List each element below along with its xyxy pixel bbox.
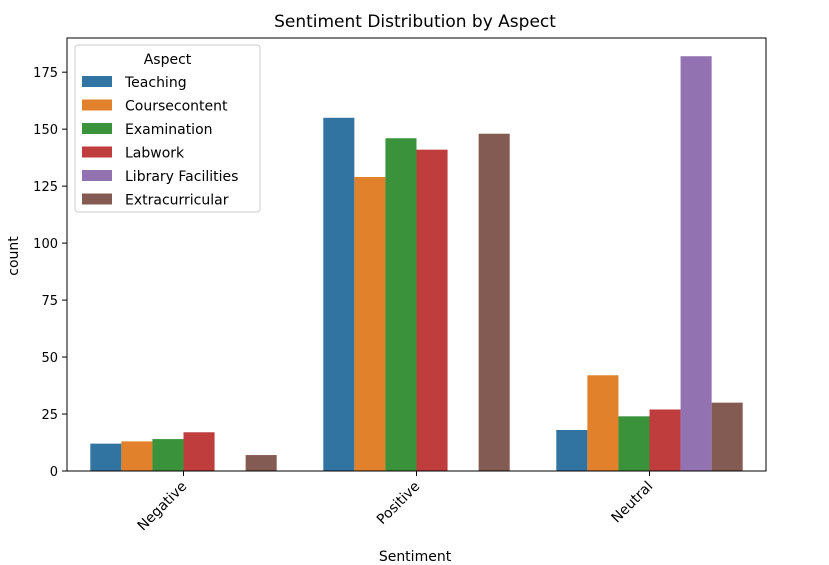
bar-negative-examination <box>152 439 184 471</box>
y-tick-label: 125 <box>33 180 58 195</box>
bar-negative-coursecontent <box>121 441 153 471</box>
chart-title: Sentiment Distribution by Aspect <box>274 12 556 32</box>
legend-box <box>74 44 261 213</box>
legend-swatch-teaching <box>82 76 112 87</box>
legend-title: Aspect <box>144 52 192 68</box>
bar-positive-teaching <box>323 117 355 471</box>
legend-swatch-extracurricular <box>82 193 112 205</box>
y-tick-label: 100 <box>33 237 58 252</box>
bar-positive-labwork <box>416 149 448 472</box>
bar-positive-examination <box>385 138 417 471</box>
bar-negative-labwork <box>183 432 215 471</box>
legend: Aspect Teaching Coursecontent Examination La… <box>74 44 261 213</box>
legend-label-library-facilities: Library Facilities <box>125 169 238 185</box>
y-tick-label: 150 <box>33 123 58 138</box>
bar-neutral-library-facilities <box>680 56 712 471</box>
legend-swatch-examination <box>82 123 112 134</box>
legend-label-coursecontent: Coursecontent <box>125 99 228 115</box>
bar-neutral-extracurricular <box>711 402 743 471</box>
y-tick-label: 25 <box>41 408 58 423</box>
legend-label-labwork: Labwork <box>125 146 185 162</box>
x-axis-label: Sentiment <box>379 549 452 561</box>
legend-label-teaching: Teaching <box>124 75 187 91</box>
y-tick-label: 175 <box>33 66 58 81</box>
bar-neutral-teaching <box>556 429 588 471</box>
legend-label-extracurricular: Extracurricular <box>125 193 229 209</box>
x-tick-label-positive: Positive <box>374 479 423 528</box>
legend-swatch-library-facilities <box>82 170 112 181</box>
legend-swatch-coursecontent <box>82 99 112 111</box>
x-tick-label-negative: Negative <box>135 479 191 535</box>
bar-positive-extracurricular <box>478 133 510 471</box>
bar-negative-teaching <box>90 443 122 471</box>
bar-neutral-examination <box>618 416 650 471</box>
bar-neutral-coursecontent <box>587 375 619 471</box>
y-tick-label: 0 <box>50 465 58 480</box>
legend-swatch-labwork <box>82 146 112 158</box>
y-axis-label: count <box>6 236 22 276</box>
bar-negative-extracurricular <box>245 455 277 471</box>
bars-layer <box>90 56 743 472</box>
y-tick-label: 75 <box>41 294 58 309</box>
bar-positive-coursecontent <box>354 177 386 471</box>
bar-neutral-labwork <box>649 409 681 471</box>
legend-label-examination: Examination <box>125 122 213 138</box>
x-tick-label-neutral: Neutral <box>608 479 656 527</box>
y-tick-label: 50 <box>41 351 58 366</box>
